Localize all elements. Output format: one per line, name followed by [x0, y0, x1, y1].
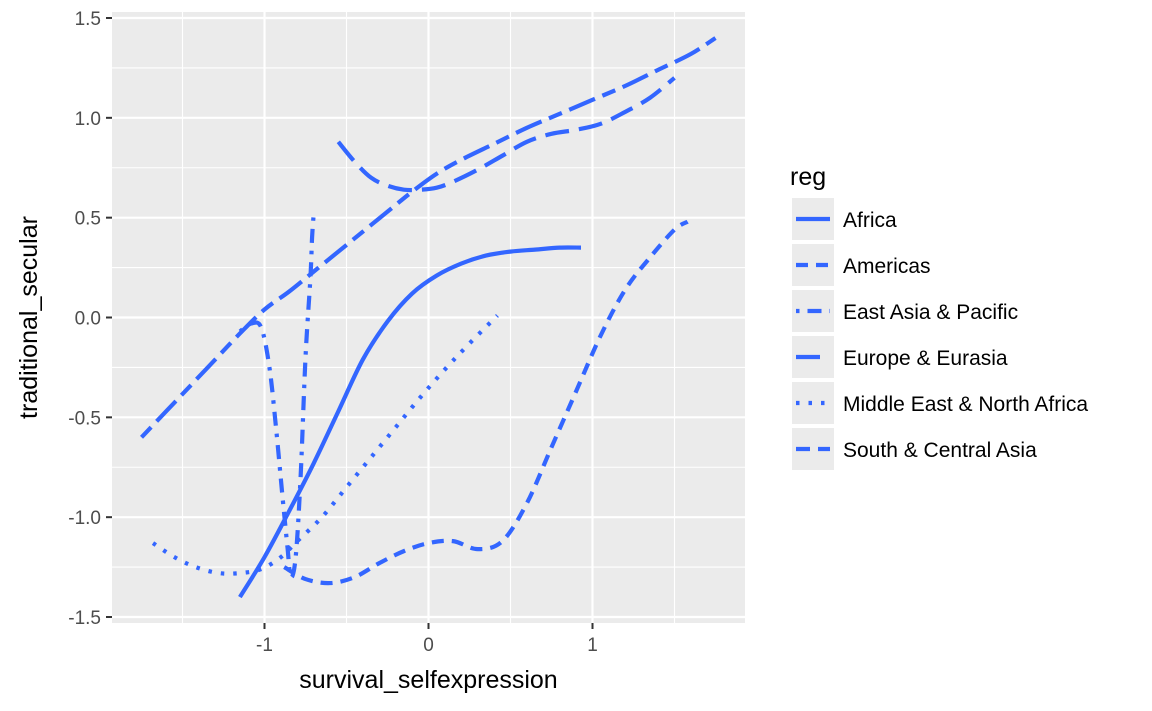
x-tick-label: 1 [587, 635, 598, 656]
legend-title: reg [790, 163, 826, 191]
series-line-middle-east-north-africa [151, 314, 499, 576]
legend-label: East Asia & Pacific [843, 301, 1018, 324]
legend-label: Europe & Eurasia [843, 347, 1008, 370]
series-line-africa [238, 245, 582, 599]
x-axis-title: survival_selfexpression [299, 666, 557, 694]
x-tick-label: -1 [256, 635, 273, 656]
legend-items: Africa Americas East Asia & Pacific Europe … [792, 198, 1088, 470]
major-gridlines [112, 12, 745, 623]
y-axis-title: traditional_secular [15, 216, 43, 419]
y-tick-label: 1.0 [75, 109, 101, 130]
y-tick-label: -1.0 [68, 508, 101, 529]
x-axis: -1 0 1 [256, 623, 598, 656]
legend-label: Africa [843, 209, 897, 232]
y-tick-label: 0.5 [75, 209, 101, 230]
series-lines [139, 36, 717, 599]
legend: reg Africa Americas East Asia & Pacific Eur… [790, 163, 1088, 470]
legend-label: South & Central Asia [843, 439, 1037, 462]
series-line-south-central-asia [139, 36, 717, 439]
y-tick-label: 1.5 [75, 9, 101, 30]
y-tick-label: -0.5 [68, 408, 101, 429]
y-tick-label: -1.5 [68, 608, 101, 629]
x-tick-label: 0 [423, 635, 434, 656]
y-tick-label: 0.0 [75, 309, 101, 330]
legend-label: Middle East & North Africa [843, 393, 1088, 416]
y-axis: -1.5 -1.0 -0.5 0.0 0.5 1.0 1.5 [68, 9, 112, 629]
legend-label: Americas [843, 255, 931, 278]
